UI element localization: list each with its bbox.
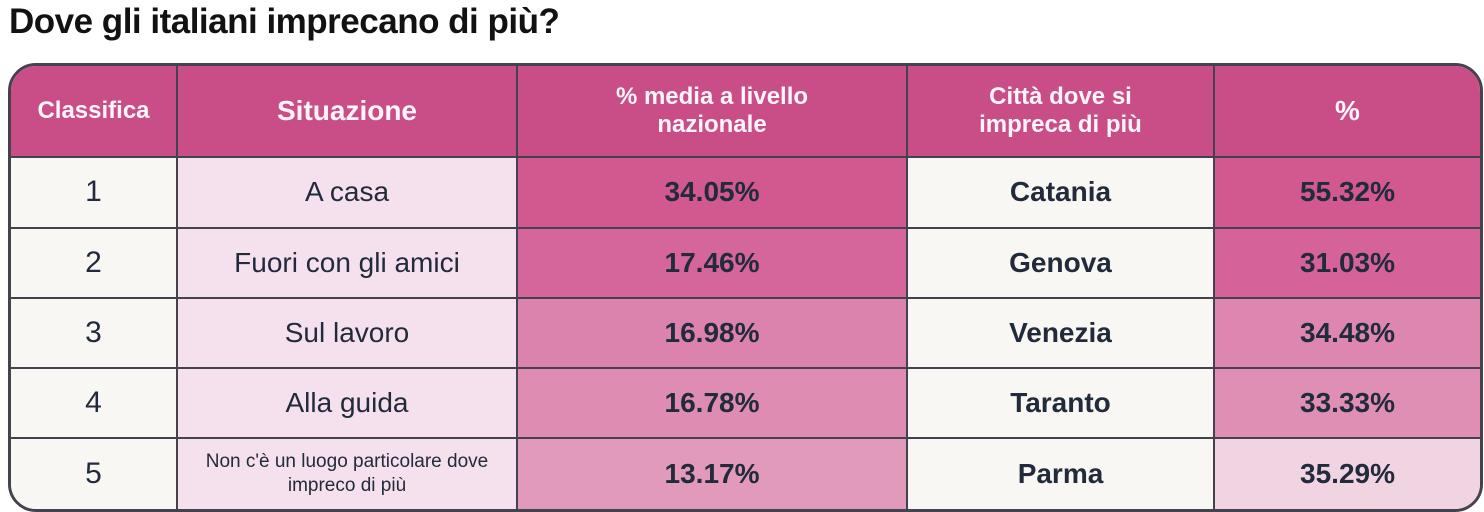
cell-national-avg: 16.98% — [518, 299, 908, 369]
cell-city-pct: 55.32% — [1215, 158, 1480, 229]
header-cell-classifica: Classifica — [11, 66, 178, 158]
cell-city: Catania — [908, 158, 1215, 229]
cell-city-pct: 35.29% — [1215, 439, 1480, 509]
swearing-ranking-table: Classifica Situazione % media a livello … — [8, 63, 1483, 512]
cell-national-avg: 17.46% — [518, 229, 908, 299]
header-cell-situazione: Situazione — [178, 66, 518, 158]
situation-text: Non c'è un luogo particolare dove imprec… — [205, 451, 489, 496]
header-label: Città dove si impreca di più — [979, 83, 1142, 138]
cell-city: Venezia — [908, 299, 1215, 369]
cell-situation: Fuori con gli amici — [178, 229, 518, 299]
cell-city: Parma — [908, 439, 1215, 509]
page-title: Dove gli italiani imprecano di più? — [9, 2, 560, 41]
header-label: % — [1335, 94, 1360, 126]
cell-city: Genova — [908, 229, 1215, 299]
cell-national-avg: 34.05% — [518, 158, 908, 229]
cell-rank: 4 — [11, 369, 178, 439]
cell-rank: 1 — [11, 158, 178, 229]
cell-situation: Sul lavoro — [178, 299, 518, 369]
header-label: Classifica — [37, 97, 150, 125]
cell-rank: 5 — [11, 439, 178, 509]
header-cell-citta: Città dove si impreca di più — [908, 66, 1215, 158]
cell-situation: A casa — [178, 158, 518, 229]
cell-rank: 2 — [11, 229, 178, 299]
cell-city-pct: 34.48% — [1215, 299, 1480, 369]
header-cell-percent: % — [1215, 66, 1480, 158]
cell-situation: Alla guida — [178, 369, 518, 439]
header-cell-media-nazionale: % media a livello nazionale — [518, 66, 908, 158]
cell-rank: 3 — [11, 299, 178, 369]
cell-city-pct: 31.03% — [1215, 229, 1480, 299]
cell-situation: Non c'è un luogo particolare dove imprec… — [178, 439, 518, 509]
header-label: % media a livello nazionale — [615, 83, 809, 138]
cell-national-avg: 13.17% — [518, 439, 908, 509]
cell-city-pct: 33.33% — [1215, 369, 1480, 439]
cell-national-avg: 16.78% — [518, 369, 908, 439]
cell-city: Taranto — [908, 369, 1215, 439]
header-label: Situazione — [276, 94, 417, 126]
